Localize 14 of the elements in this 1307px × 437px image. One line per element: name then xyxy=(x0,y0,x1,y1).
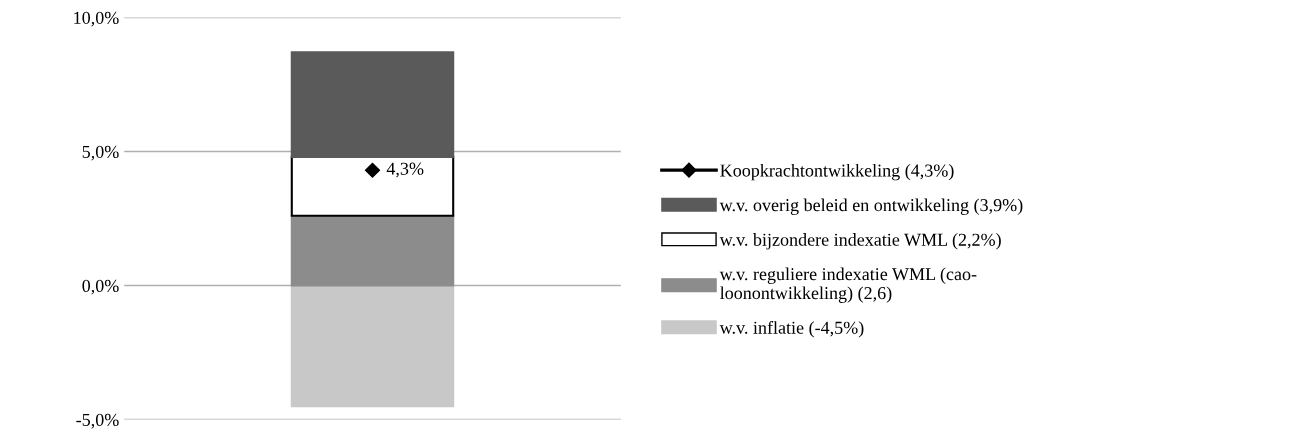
bar xyxy=(290,155,455,217)
legend-label: w.v. reguliere indexatie WML (cao- loonontwikkeling) (2,6) xyxy=(719,267,977,303)
y-tick-label: 0,0% xyxy=(82,279,119,295)
bar xyxy=(290,51,455,158)
bar xyxy=(290,214,455,287)
y-tick-label: 10,0% xyxy=(74,11,119,27)
legend-label: Koopkrachtontwikkeling (4,3%) xyxy=(720,163,954,181)
data-label: 4,3% xyxy=(386,162,424,178)
y-tick-label: -5,0% xyxy=(76,413,119,429)
legend-label: w.v. inflatie (-4,5%) xyxy=(719,320,864,338)
y-tick-label: 5,0% xyxy=(82,145,119,161)
bar xyxy=(290,284,455,408)
legend-label: w.v. overig beleid en ontwikkeling (3,9%) xyxy=(719,198,1023,215)
legend-label: w.v. bijzondere indexatie WML (2,2%) xyxy=(719,233,1001,250)
